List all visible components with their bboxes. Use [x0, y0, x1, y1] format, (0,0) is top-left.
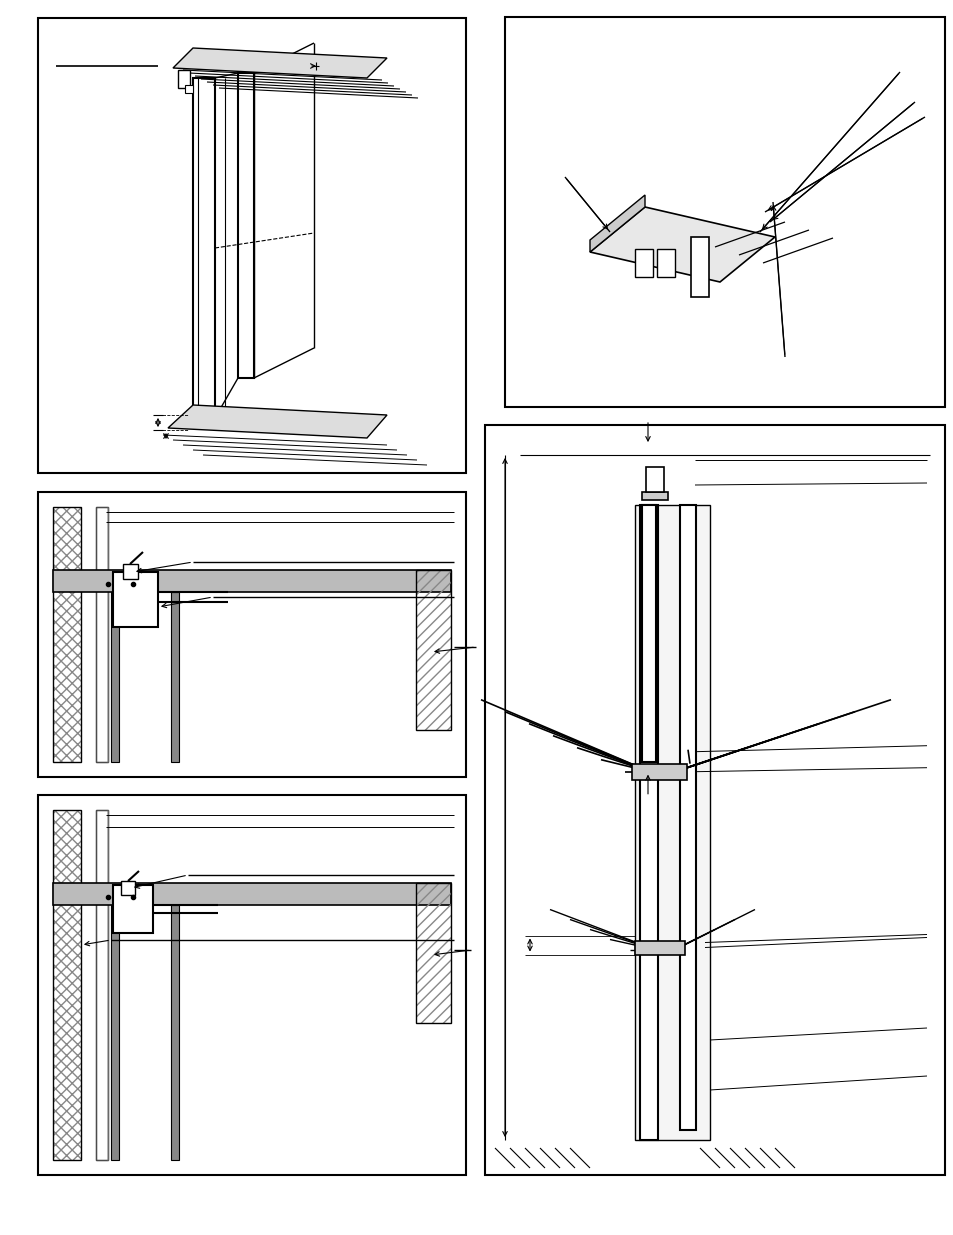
Bar: [657, 249, 675, 277]
Bar: [178, 70, 190, 88]
Bar: [53, 883, 451, 905]
Bar: [635, 249, 652, 277]
Bar: [38, 19, 465, 473]
Polygon shape: [589, 195, 644, 252]
Bar: [112, 885, 152, 932]
Bar: [123, 564, 138, 579]
Bar: [416, 883, 451, 1023]
Bar: [96, 810, 108, 1160]
Bar: [38, 492, 465, 777]
Bar: [96, 810, 108, 1160]
Bar: [53, 508, 81, 762]
Bar: [504, 17, 944, 408]
Bar: [416, 883, 451, 1023]
Bar: [111, 905, 119, 1160]
Bar: [53, 571, 451, 592]
Bar: [635, 505, 709, 1140]
Polygon shape: [172, 48, 387, 78]
Bar: [53, 508, 81, 762]
Bar: [171, 905, 179, 1160]
Bar: [635, 941, 684, 955]
Bar: [193, 78, 214, 417]
Bar: [416, 571, 451, 730]
Bar: [639, 505, 658, 1140]
Bar: [111, 592, 119, 762]
Bar: [645, 467, 663, 492]
Bar: [96, 508, 108, 762]
Bar: [484, 425, 944, 1174]
Bar: [416, 571, 451, 730]
Ellipse shape: [690, 233, 708, 241]
Ellipse shape: [640, 454, 668, 469]
Bar: [38, 795, 465, 1174]
Bar: [121, 881, 135, 895]
Bar: [112, 572, 158, 627]
Bar: [171, 592, 179, 762]
Bar: [53, 810, 81, 1160]
Bar: [690, 237, 708, 296]
Bar: [237, 73, 253, 378]
Bar: [631, 763, 686, 779]
Polygon shape: [168, 405, 387, 438]
Bar: [185, 85, 193, 93]
Bar: [96, 508, 108, 762]
Bar: [641, 492, 667, 500]
Bar: [641, 505, 656, 762]
Polygon shape: [589, 207, 774, 282]
Bar: [679, 505, 696, 1130]
Bar: [53, 810, 81, 1160]
